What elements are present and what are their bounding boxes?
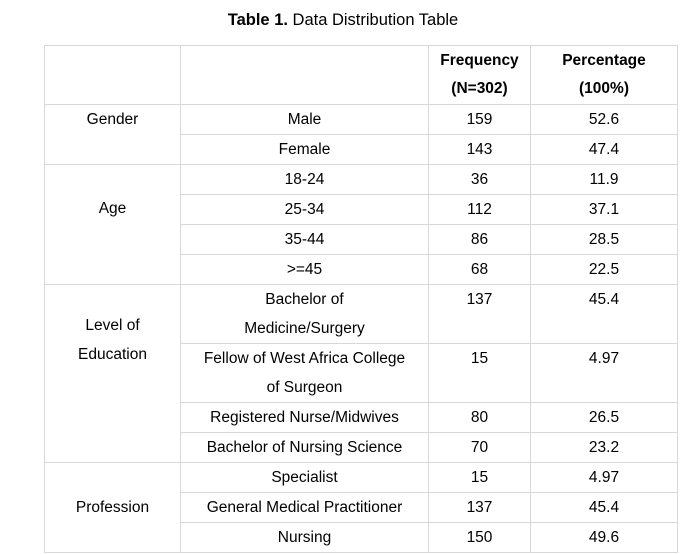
percentage-cell: 37.1 bbox=[530, 194, 678, 225]
frequency-cell: 112 bbox=[428, 194, 531, 225]
frequency-cell: 159 bbox=[428, 104, 531, 135]
table-row: Bachelor of Nursing Science 70 23.2 bbox=[45, 432, 678, 463]
frequency-cell: 70 bbox=[428, 432, 531, 463]
percentage-cell: 45.4 bbox=[530, 492, 678, 523]
table-row: 25-34 112 37.1 bbox=[45, 194, 678, 225]
table-row: Level of Education Bachelor of Medicine/… bbox=[44, 284, 678, 463]
percentage-cell: 4.97 bbox=[530, 343, 678, 403]
label-cell: General Medical Practitioner bbox=[180, 492, 429, 523]
label-cell: 18-24 bbox=[180, 164, 429, 195]
label-cell: Specialist bbox=[180, 462, 429, 493]
category-cell-education: Level of Education bbox=[44, 284, 181, 463]
frequency-cell: 80 bbox=[428, 402, 531, 433]
label-cell: Bachelor of Medicine/Surgery bbox=[180, 284, 429, 344]
percentage-cell: 26.5 bbox=[530, 402, 678, 433]
table-title: Table 1. Data Distribution Table bbox=[0, 9, 686, 31]
frequency-cell: 150 bbox=[428, 522, 531, 553]
frequency-cell: 36 bbox=[428, 164, 531, 195]
table-title-prefix: Table 1. bbox=[227, 11, 288, 29]
frequency-cell: 15 bbox=[428, 462, 531, 493]
percentage-cell: 22.5 bbox=[530, 254, 678, 285]
header-percentage-cell: Percentage (100%) bbox=[530, 45, 678, 105]
label-cell: Nursing bbox=[180, 522, 429, 553]
table-row: Gender Male 159 52.6 bbox=[44, 104, 678, 165]
frequency-cell: 15 bbox=[428, 343, 531, 403]
table-row: Age 18-24 36 11.9 bbox=[44, 164, 678, 285]
percentage-cell: 45.4 bbox=[530, 284, 678, 344]
table-row: Registered Nurse/Midwives 80 26.5 bbox=[45, 402, 678, 433]
frequency-cell: 143 bbox=[428, 134, 531, 165]
percentage-cell: 4.97 bbox=[530, 462, 678, 493]
percentage-cell: 28.5 bbox=[530, 224, 678, 255]
header-row: Frequency (N=302) Percentage (100%) bbox=[44, 45, 678, 105]
frequency-cell: 137 bbox=[428, 284, 531, 344]
data-distribution-table: Frequency (N=302) Percentage (100%) Gend… bbox=[44, 45, 678, 553]
label-cell: 25-34 bbox=[180, 194, 429, 225]
label-cell: Fellow of West Africa College of Surgeon bbox=[180, 343, 429, 403]
frequency-cell: 86 bbox=[428, 224, 531, 255]
label-cell: >=45 bbox=[180, 254, 429, 285]
header-subcategory-cell bbox=[180, 45, 429, 105]
table-row: Nursing 150 49.6 bbox=[45, 522, 678, 553]
percentage-cell: 49.6 bbox=[530, 522, 678, 553]
category-cell-age: Age bbox=[44, 164, 181, 285]
category-cell-gender: Gender bbox=[44, 104, 181, 165]
table-row: Profession Specialist 15 4.97 bbox=[44, 462, 678, 553]
label-cell: Registered Nurse/Midwives bbox=[180, 402, 429, 433]
label-cell: Female bbox=[180, 134, 429, 165]
percentage-cell: 47.4 bbox=[530, 134, 678, 165]
table-title-text: Data Distribution Table bbox=[287, 11, 459, 29]
percentage-cell: 52.6 bbox=[530, 104, 678, 135]
percentage-cell: 23.2 bbox=[530, 432, 678, 463]
header-category-cell bbox=[44, 45, 181, 105]
frequency-cell: 68 bbox=[428, 254, 531, 285]
table-row: 35-44 86 28.5 bbox=[45, 224, 678, 255]
label-cell: Male bbox=[180, 104, 429, 135]
label-cell: 35-44 bbox=[180, 224, 429, 255]
table-row: Female 143 47.4 bbox=[45, 134, 678, 165]
label-cell: Bachelor of Nursing Science bbox=[180, 432, 429, 463]
table-row: >=45 68 22.5 bbox=[45, 254, 678, 285]
header-frequency-cell: Frequency (N=302) bbox=[428, 45, 531, 105]
category-cell-profession: Profession bbox=[44, 462, 181, 553]
percentage-cell: 11.9 bbox=[530, 164, 678, 195]
frequency-cell: 137 bbox=[428, 492, 531, 523]
